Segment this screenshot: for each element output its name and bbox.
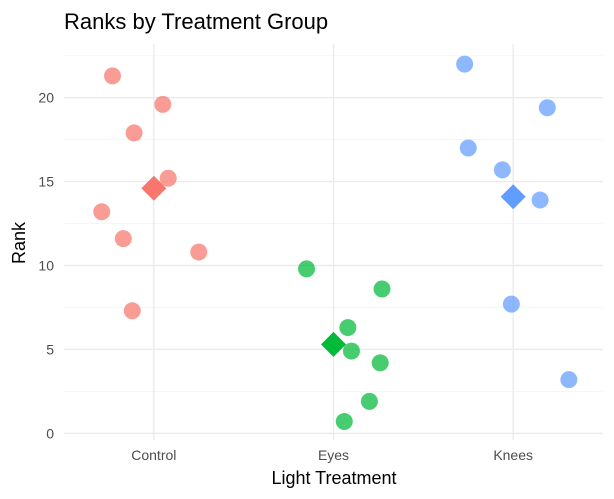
x-axis-title: Light Treatment — [271, 468, 396, 488]
tick-labels: 0 5 10 15 20 Control Eyes Knees — [38, 90, 533, 463]
data-point — [371, 354, 389, 372]
mean-marker — [141, 175, 167, 201]
y-tick-label: 20 — [38, 90, 54, 106]
data-point — [342, 342, 360, 360]
grid — [64, 44, 603, 440]
chart-title: Ranks by Treatment Group — [64, 9, 328, 34]
y-tick-label: 15 — [38, 174, 54, 190]
data-point — [114, 230, 132, 248]
data-point — [502, 295, 520, 313]
data-point — [456, 55, 474, 73]
data-point — [373, 280, 391, 298]
data-points — [93, 55, 578, 431]
data-point — [335, 413, 353, 431]
data-point — [493, 161, 511, 179]
data-point — [125, 124, 143, 142]
mean-markers — [141, 175, 526, 357]
mean-marker — [500, 184, 526, 210]
y-axis-title: Rank — [9, 221, 29, 264]
data-point — [560, 371, 578, 389]
x-tick-label: Knees — [493, 447, 533, 463]
data-point — [190, 243, 208, 261]
y-tick-label: 10 — [38, 257, 54, 273]
data-point — [123, 302, 141, 320]
x-tick-label: Control — [131, 447, 176, 463]
data-point — [298, 260, 316, 278]
data-point — [360, 392, 378, 410]
data-point — [154, 95, 172, 113]
data-point — [104, 67, 122, 85]
data-point — [159, 169, 177, 187]
y-tick-label: 0 — [46, 425, 54, 441]
data-point — [459, 139, 477, 157]
data-point — [531, 191, 549, 209]
data-point — [339, 319, 357, 337]
data-point — [538, 99, 556, 117]
y-tick-label: 5 — [46, 341, 54, 357]
mean-marker — [321, 331, 346, 357]
data-point — [93, 203, 111, 221]
x-tick-label: Eyes — [318, 447, 349, 463]
